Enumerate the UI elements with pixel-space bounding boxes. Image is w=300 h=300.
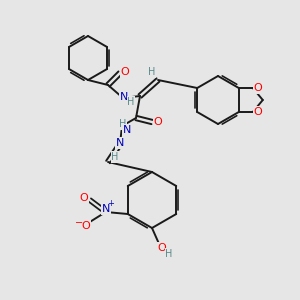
Text: H: H	[127, 97, 135, 107]
Text: O: O	[80, 193, 88, 203]
Text: N: N	[102, 204, 110, 214]
Text: N: N	[120, 92, 128, 102]
Text: O: O	[121, 67, 129, 77]
Text: O: O	[81, 221, 90, 231]
Text: H: H	[111, 152, 119, 162]
Text: H: H	[148, 67, 156, 77]
Text: N: N	[123, 125, 131, 135]
Text: +: +	[107, 200, 114, 208]
Text: O: O	[254, 83, 262, 93]
Text: O: O	[254, 107, 262, 117]
Text: N: N	[116, 138, 124, 148]
Text: −: −	[75, 218, 83, 228]
Text: H: H	[119, 119, 127, 129]
Text: O: O	[154, 117, 162, 127]
Text: O: O	[158, 243, 166, 253]
Text: H: H	[165, 249, 173, 259]
